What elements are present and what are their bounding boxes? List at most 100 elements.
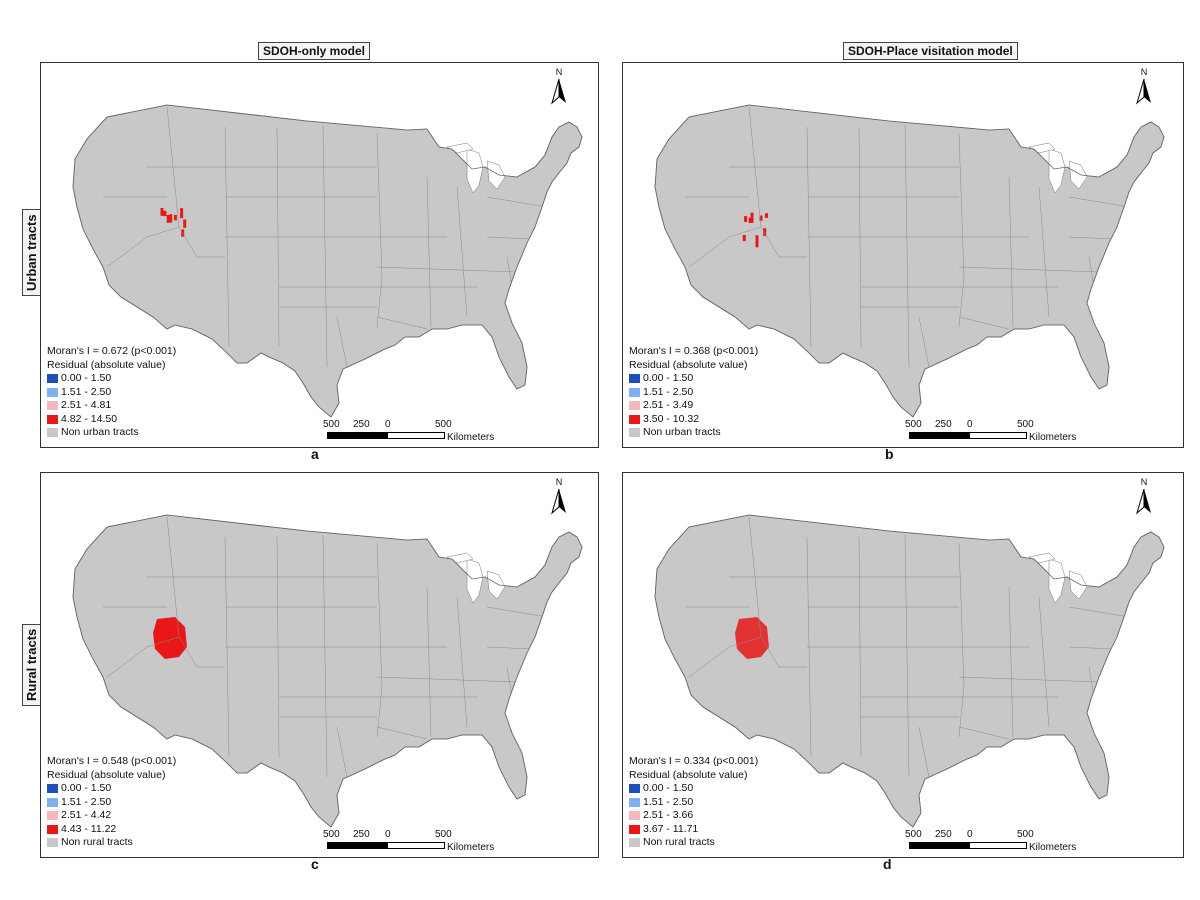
tract	[759, 215, 763, 221]
scale-label: 0	[385, 829, 391, 840]
legend-swatch	[47, 428, 58, 438]
north-label: N	[1140, 67, 1148, 77]
state-boundary	[918, 316, 930, 368]
tract	[750, 212, 754, 223]
scale-segment-black	[909, 842, 969, 849]
legend-label: 1.51 - 2.50	[643, 795, 694, 808]
column-title-left: SDOH-only model	[258, 42, 371, 60]
panel-letter-a: a	[311, 446, 319, 462]
legend-swatch	[47, 797, 58, 807]
legend-label: 2.51 - 4.81	[61, 399, 112, 411]
state-boundary	[376, 542, 383, 738]
state-boundary	[918, 726, 930, 778]
legend-label: 0.00 - 1.50	[61, 372, 112, 384]
tract	[163, 210, 167, 217]
hotspot-region	[735, 617, 769, 659]
map-panel-a: N Moran's I = 0.672 (p<0.001) Residual (ab…	[40, 62, 599, 448]
hotspot-region	[153, 617, 187, 659]
legend-swatch	[47, 811, 58, 821]
scale-label: 500	[435, 419, 452, 430]
tract-layer	[153, 617, 187, 659]
legend-swatch	[47, 387, 58, 397]
scale-label: 0	[967, 419, 973, 430]
scale-label: 250	[935, 419, 952, 430]
state-boundary	[486, 646, 533, 650]
legend-item-non: Non rural tracts	[47, 836, 176, 850]
legend-swatch	[629, 811, 640, 821]
state-boundary	[1038, 596, 1050, 728]
legend-swatch	[629, 387, 640, 397]
legend-label: 1.51 - 2.50	[61, 385, 112, 398]
morans-i-text: Moran's I = 0.334 (p<0.001)	[629, 755, 759, 767]
tract-layer	[742, 212, 768, 248]
legend-swatch	[629, 414, 640, 424]
legend: Moran's I = 0.672 (p<0.001) Residual (abs…	[47, 345, 176, 440]
state-boundary	[958, 316, 1010, 330]
scale-segment-black	[327, 432, 387, 439]
state-boundary	[456, 186, 468, 318]
scale-bar: 500 250 0 500 Kilometers	[905, 419, 1105, 447]
legend: Moran's I = 0.334 (p<0.001) Residual (abs…	[629, 755, 758, 850]
state-boundary	[336, 316, 348, 368]
state-boundary	[322, 534, 328, 778]
state-boundary	[322, 124, 328, 368]
state-boundary	[376, 316, 428, 330]
legend-swatch	[629, 428, 640, 438]
state-boundary	[1068, 236, 1115, 240]
tract	[748, 217, 752, 223]
legend: Moran's I = 0.548 (p<0.001) Residual (abs…	[47, 755, 176, 850]
lake	[1068, 570, 1088, 600]
us-map	[72, 514, 583, 828]
row-title-urban: Urban tracts	[22, 209, 41, 296]
scale-label: 0	[385, 419, 391, 430]
country-outline	[654, 104, 1165, 418]
legend-item-non: Non urban tracts	[47, 426, 176, 440]
legend-title: Residual (absolute value)	[47, 358, 166, 371]
scale-label: 250	[353, 829, 370, 840]
scale-label: 250	[935, 829, 952, 840]
state-boundary	[904, 124, 910, 368]
tract	[183, 219, 187, 228]
north-arrow-icon	[551, 78, 566, 105]
panel-letter-d: d	[883, 856, 892, 872]
legend-label: Non urban tracts	[61, 426, 139, 438]
legend-swatch	[47, 414, 58, 424]
scale-segment-white	[387, 842, 445, 849]
legend-item-non: Non rural tracts	[629, 836, 758, 850]
legend-item: 2.51 - 3.49	[629, 399, 758, 413]
row-title-rural: Rural tracts	[22, 623, 41, 706]
north-arrow-icon	[551, 488, 566, 515]
legend-swatch	[629, 784, 640, 794]
legend-item: 0.00 - 1.50	[629, 372, 758, 386]
lake	[466, 148, 484, 194]
legend-swatch	[629, 838, 640, 848]
tract	[173, 214, 177, 221]
tract	[763, 228, 767, 237]
legend-item: 1.51 - 2.50	[47, 796, 176, 810]
legend-item: 2.51 - 4.81	[47, 399, 176, 413]
north-arrow-icon	[1136, 78, 1151, 105]
legend-swatch	[629, 797, 640, 807]
north-label: N	[555, 67, 563, 77]
legend-label: 3.50 - 10.32	[643, 412, 700, 425]
state-boundary	[958, 676, 1100, 683]
state-boundary	[958, 266, 1100, 273]
legend-label: 4.43 - 11.22	[61, 822, 117, 835]
lake	[1048, 558, 1066, 604]
scale-label: 500	[905, 419, 922, 430]
state-boundary	[486, 236, 533, 240]
us-map	[654, 104, 1165, 418]
scale-label: 500	[323, 829, 340, 840]
tract	[742, 235, 746, 242]
state-boundary	[1008, 586, 1014, 738]
us-map	[654, 514, 1165, 828]
legend-swatch	[629, 374, 640, 384]
state-boundary	[958, 542, 965, 738]
legend-item: 2.51 - 3.66	[629, 809, 758, 823]
tract	[166, 215, 170, 223]
legend-title: Residual (absolute value)	[629, 768, 748, 781]
scale-label: 500	[323, 419, 340, 430]
country-outline	[654, 514, 1165, 828]
north-label: N	[1140, 477, 1148, 487]
state-boundary	[336, 726, 348, 778]
